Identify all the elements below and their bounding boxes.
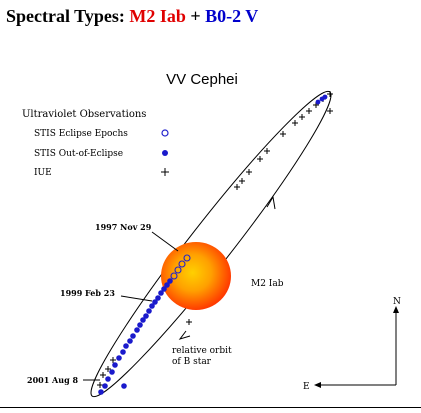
legend-item-iue: IUE	[34, 168, 52, 178]
legend-filled-circle-icon	[162, 150, 168, 156]
header: Spectral Types: M2 Iab + B0-2 V	[0, 0, 421, 44]
legend-heading: Ultraviolet Observations	[22, 109, 146, 120]
diagram-title: VV Cephei	[166, 71, 238, 88]
bottom-divider	[0, 407, 421, 408]
star-label: M2 Iab	[251, 279, 284, 289]
date-label-1999: 1999 Feb 23	[60, 288, 115, 298]
date-leader-1997	[151, 231, 179, 252]
m2-iab-star	[161, 242, 231, 310]
iue-markers	[97, 91, 333, 388]
stis-eclipse-markers	[170, 254, 191, 280]
date-label-1997: 1997 Nov 29	[95, 222, 152, 232]
compass-north-label: N	[393, 297, 401, 307]
date-label-2001: 2001 Aug 8	[27, 375, 78, 385]
orbit-label-line2: of B star	[172, 357, 212, 367]
plus-sign: +	[190, 6, 201, 26]
orbit-direction-arrow-lower	[178, 330, 191, 340]
spectral-types-heading: Spectral Types: M2 Iab + B0-2 V	[6, 6, 258, 27]
legend-plus-icon	[161, 168, 169, 176]
orbit-direction-arrow-upper	[266, 195, 276, 210]
legend-item-stis-eclipse: STIS Eclipse Epochs	[34, 129, 128, 139]
stis-out-of-eclipse-lower	[98, 278, 173, 395]
primary-type: M2 Iab	[129, 6, 186, 26]
legend-open-circle-icon	[161, 129, 169, 137]
stis-out-of-eclipse-upper	[315, 94, 328, 105]
legend-item-stis-out: STIS Out-of-Eclipse	[34, 149, 123, 159]
compass: N E	[303, 297, 401, 392]
compass-east-label: E	[303, 382, 310, 392]
date-leader-1999	[120, 295, 153, 302]
spectral-types-label: Spectral Types:	[6, 6, 125, 26]
orbit-label-line1: relative orbit	[172, 346, 232, 356]
secondary-type: B0-2 V	[205, 6, 259, 26]
